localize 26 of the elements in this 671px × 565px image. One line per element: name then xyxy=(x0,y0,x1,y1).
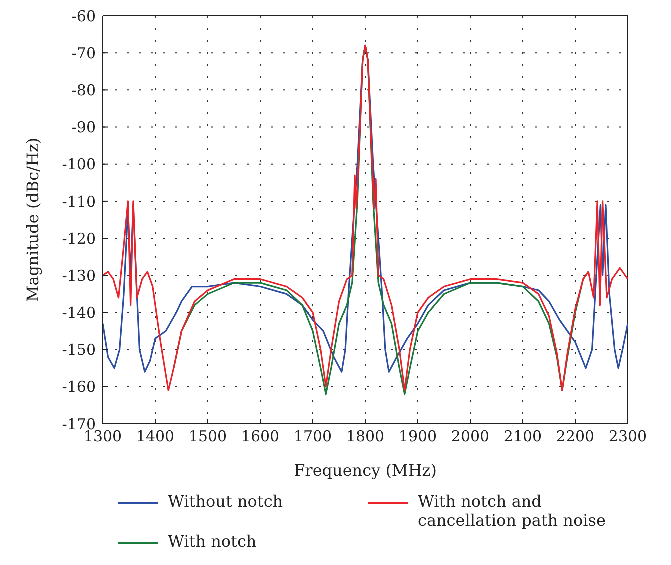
x-tick-label: 2300 xyxy=(608,428,648,446)
y-tick-label: -160 xyxy=(62,378,96,396)
x-tick-label: 2100 xyxy=(504,428,542,446)
y-tick-label: -150 xyxy=(62,341,96,360)
y-tick-label: -130 xyxy=(62,266,96,285)
y-tick-label: -90 xyxy=(72,118,96,137)
y-tick-label: -80 xyxy=(72,82,96,100)
y-tick-label: -140 xyxy=(62,304,96,322)
y-tick-label: -70 xyxy=(72,44,96,62)
x-tick-label: 1500 xyxy=(188,428,228,446)
x-axis-title: Frequency (MHz) xyxy=(294,461,437,480)
x-tick-label: 1700 xyxy=(294,428,332,446)
x-tick-label: 1600 xyxy=(241,428,280,446)
y-tick-label: -60 xyxy=(72,7,96,26)
y-tick-label: -110 xyxy=(62,192,96,211)
y-tick-label: -100 xyxy=(62,156,96,174)
x-tick-label: 1900 xyxy=(398,428,438,446)
x-tick-label: 2200 xyxy=(556,428,595,446)
legend-label: With notch xyxy=(168,532,258,551)
legend-label: Without notch xyxy=(168,492,284,511)
x-tick-label: 2000 xyxy=(451,428,490,446)
legend-label: With notch and cancellation path noise xyxy=(418,492,607,530)
y-axis-title: Magnitude (dBc/Hz) xyxy=(24,138,43,302)
x-tick-label: 1800 xyxy=(346,428,385,446)
y-tick-label: -120 xyxy=(62,230,96,248)
x-tick-label: 1400 xyxy=(136,428,175,446)
